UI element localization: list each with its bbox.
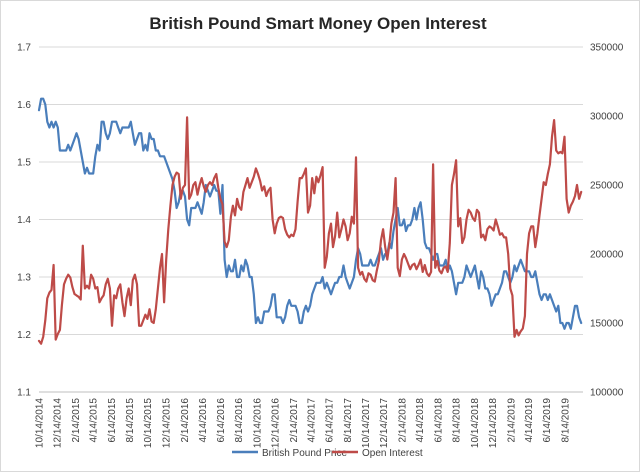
x-tick-label: 12/14/2018: [488, 398, 499, 448]
x-tick-label: 2/14/2016: [180, 398, 191, 443]
x-tick-label: 6/14/2019: [542, 398, 553, 443]
x-tick-label: 10/14/2018: [470, 398, 481, 448]
right-y-axis: 100000 150000 200000 250000 300000 350000: [590, 43, 624, 399]
x-tick-label: 8/14/2015: [125, 398, 136, 443]
y-right-tick-label: 250000: [590, 181, 624, 192]
series-lines: [37, 97, 583, 345]
legend-label-open-interest: Open Interest: [362, 448, 423, 459]
y-right-tick-label: 200000: [590, 250, 624, 261]
x-tick-label: 6/14/2018: [433, 398, 444, 443]
x-tick-label: 12/14/2016: [270, 398, 281, 448]
y-left-tick-label: 1.6: [17, 100, 31, 111]
x-tick-label: 12/14/2015: [161, 398, 172, 448]
x-tick-label: 2/14/2015: [71, 398, 82, 443]
y-right-tick-label: 350000: [590, 43, 624, 54]
x-tick-label: 10/14/2015: [143, 398, 154, 448]
x-tick-label: 10/14/2014: [35, 398, 46, 448]
y-left-tick-label: 1.2: [17, 330, 31, 341]
gridlines: [39, 46, 583, 393]
legend-label-price: British Pound Price: [262, 448, 347, 459]
x-tick-label: 8/14/2018: [452, 398, 463, 443]
series-line-british-pound-price: [37, 97, 583, 330]
legend: British Pound Price Open Interest: [232, 448, 423, 459]
x-tick-label: 2/14/2017: [289, 398, 300, 443]
y-right-tick-label: 100000: [590, 388, 624, 399]
x-tick-label: 10/14/2017: [361, 398, 372, 448]
x-tick-label: 6/14/2016: [216, 398, 227, 443]
x-tick-label: 6/14/2017: [325, 398, 336, 443]
series-line-open-interest: [37, 116, 583, 345]
x-tick-label: 10/14/2016: [252, 398, 263, 448]
x-tick-label: 2/14/2018: [398, 398, 409, 443]
x-tick-label: 8/14/2017: [343, 398, 354, 443]
x-tick-label: 4/14/2019: [524, 398, 535, 443]
left-y-axis: 1.1 1.2 1.3 1.4 1.5 1.6 1.7: [17, 43, 31, 399]
y-left-tick-label: 1.3: [17, 273, 31, 284]
y-right-tick-label: 300000: [590, 112, 624, 123]
x-tick-label: 8/14/2019: [560, 398, 571, 443]
x-tick-label: 4/14/2018: [415, 398, 426, 443]
y-left-tick-label: 1.5: [17, 158, 31, 169]
x-tick-label: 2/14/2019: [506, 398, 517, 443]
y-right-tick-label: 150000: [590, 319, 624, 330]
chart-title: British Pound Smart Money Open Interest: [149, 14, 487, 33]
x-tick-label: 8/14/2016: [234, 398, 245, 443]
y-left-tick-label: 1.7: [17, 43, 31, 54]
x-tick-label: 12/14/2017: [379, 398, 390, 448]
x-tick-label: 12/14/2014: [53, 398, 64, 448]
x-tick-label: 4/14/2015: [89, 398, 100, 443]
x-tick-label: 6/14/2015: [107, 398, 118, 443]
x-tick-label: 4/14/2017: [307, 398, 318, 443]
y-left-tick-label: 1.4: [17, 215, 31, 226]
x-axis: 10/14/2014 12/14/2014 2/14/2015 4/14/2015 6/…: [35, 391, 583, 448]
x-tick-label: 4/14/2016: [198, 398, 209, 443]
y-left-tick-label: 1.1: [17, 388, 31, 399]
